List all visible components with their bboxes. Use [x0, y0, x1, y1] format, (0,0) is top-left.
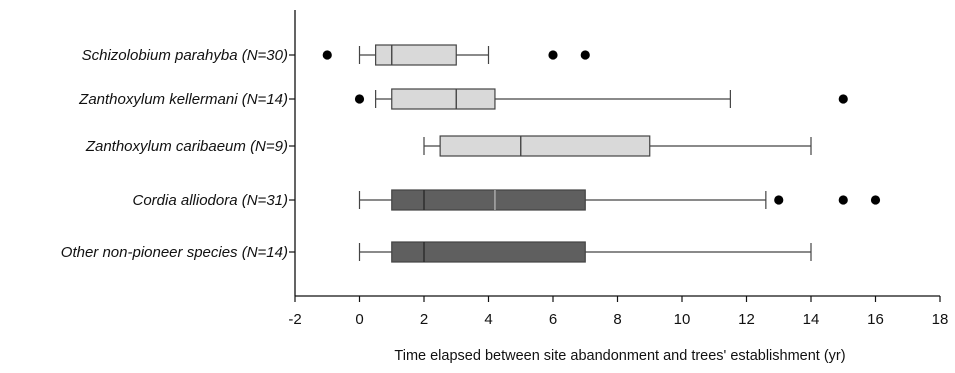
x-tick-label: 6: [549, 311, 557, 328]
x-ticks: -2 0 2 4 6 8 10 12 14 16 18: [288, 296, 948, 328]
x-tick-label: 12: [738, 311, 755, 328]
category-labels: Schizolobium parahyba (N=30) Zanthoxylum …: [61, 47, 295, 261]
x-tick-label: 18: [932, 311, 949, 328]
box-iqr: [391, 88, 496, 110]
category-label: Schizolobium parahyba (N=30): [82, 47, 288, 64]
category-label: Zanthoxylum kellermani (N=14): [78, 91, 288, 108]
outlier-point: [838, 195, 848, 205]
box-iqr: [439, 135, 651, 157]
outlier-point: [870, 195, 881, 205]
outlier-point: [548, 50, 558, 60]
box-series: [322, 44, 881, 263]
x-tick-label: 0: [355, 311, 363, 328]
box-iqr: [375, 44, 457, 66]
outlier-point: [354, 94, 365, 104]
outlier-point: [580, 50, 590, 60]
box-row: [322, 44, 590, 66]
box-row: [358, 189, 881, 211]
box-iqr: [391, 241, 586, 263]
x-tick-label: -2: [288, 311, 301, 328]
box-row: [358, 241, 812, 263]
outlier-point: [322, 50, 332, 60]
x-tick-label: 14: [803, 311, 820, 328]
category-label: Cordia alliodora (N=31): [133, 192, 289, 209]
x-tick-label: 4: [484, 311, 492, 328]
box-row: [423, 135, 812, 157]
x-tick-label: 16: [867, 311, 884, 328]
outlier-point: [774, 195, 784, 205]
x-tick-label: 2: [420, 311, 428, 328]
category-label: Zanthoxylum caribaeum (N=9): [85, 138, 288, 155]
box-iqr: [391, 189, 586, 211]
x-tick-label: 8: [613, 311, 621, 328]
x-tick-label: 10: [674, 311, 691, 328]
box-row: [354, 88, 848, 110]
category-label: Other non-pioneer species (N=14): [61, 244, 288, 261]
x-axis-title: Time elapsed between site abandonment an…: [394, 348, 845, 364]
outlier-point: [838, 94, 848, 104]
